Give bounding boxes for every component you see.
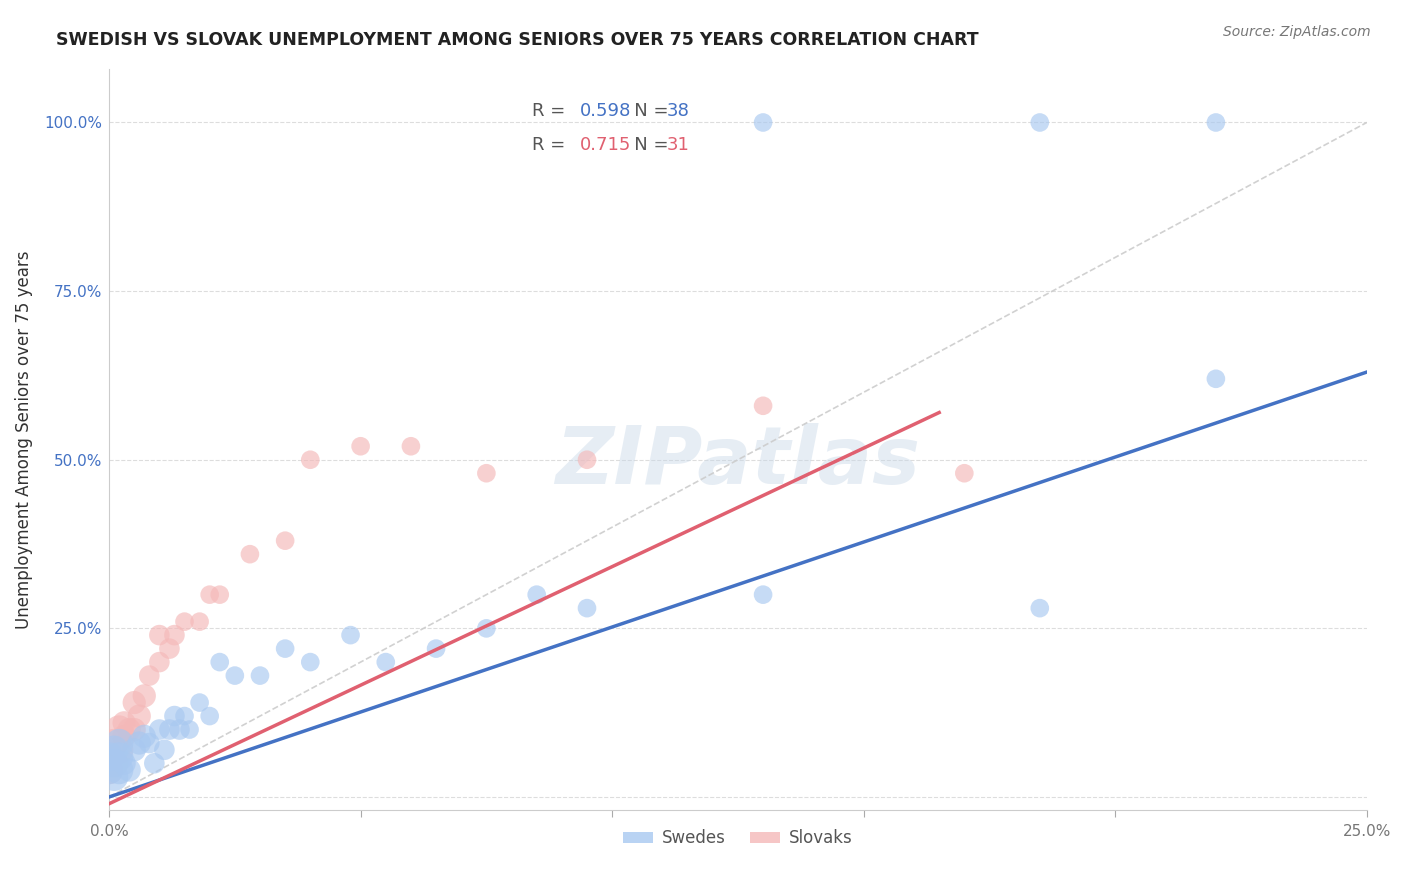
Point [208, 655, 231, 669]
Point [122, 743, 145, 757]
Point [163, 709, 186, 723]
Point [118, 763, 141, 777]
Point [349, 439, 371, 453]
Point [112, 715, 135, 730]
Point [198, 709, 221, 723]
Point [1205, 372, 1227, 386]
Point [103, 743, 125, 757]
Point [143, 756, 166, 771]
Point [108, 763, 131, 777]
Point [274, 641, 297, 656]
Point [138, 736, 160, 750]
Text: R =: R = [531, 103, 571, 120]
Point [138, 668, 160, 682]
Point [425, 641, 447, 656]
Point [148, 628, 170, 642]
Text: 38: 38 [666, 103, 689, 120]
Point [173, 709, 195, 723]
Point [148, 723, 170, 737]
Point [148, 655, 170, 669]
Point [374, 655, 396, 669]
Text: SWEDISH VS SLOVAK UNEMPLOYMENT AMONG SENIORS OVER 75 YEARS CORRELATION CHART: SWEDISH VS SLOVAK UNEMPLOYMENT AMONG SEN… [56, 31, 979, 49]
Point [179, 723, 201, 737]
Point [274, 533, 297, 548]
Point [475, 467, 498, 481]
Point [188, 615, 211, 629]
Point [752, 399, 775, 413]
Point [575, 601, 598, 615]
Point [249, 668, 271, 682]
Point [128, 709, 150, 723]
Point [103, 756, 125, 771]
Point [752, 115, 775, 129]
Point [208, 588, 231, 602]
Point [575, 452, 598, 467]
Point [108, 749, 131, 764]
Point [159, 723, 181, 737]
Point [299, 655, 322, 669]
Point [103, 756, 125, 771]
Point [108, 743, 131, 757]
Text: N =: N = [617, 136, 675, 154]
Point [134, 689, 156, 703]
Point [475, 621, 498, 635]
Point [159, 641, 181, 656]
Point [112, 756, 135, 771]
Point [122, 696, 145, 710]
Point [98, 749, 121, 764]
Y-axis label: Unemployment Among Seniors over 75 years: Unemployment Among Seniors over 75 years [15, 251, 32, 629]
Text: Source: ZipAtlas.com: Source: ZipAtlas.com [1223, 25, 1371, 39]
Point [128, 736, 150, 750]
Point [339, 628, 361, 642]
Point [224, 668, 246, 682]
Text: N =: N = [617, 103, 675, 120]
Text: ZIPatlas: ZIPatlas [555, 423, 921, 500]
Point [526, 588, 548, 602]
Point [299, 452, 322, 467]
Point [98, 749, 121, 764]
Point [163, 628, 186, 642]
Text: 0.715: 0.715 [579, 136, 631, 154]
Point [98, 763, 121, 777]
Point [239, 547, 262, 561]
Point [134, 729, 156, 743]
Point [953, 467, 976, 481]
Point [108, 723, 131, 737]
Text: R =: R = [531, 136, 571, 154]
Point [103, 736, 125, 750]
Point [98, 763, 121, 777]
Point [1029, 601, 1052, 615]
Legend: Swedes, Slovaks: Swedes, Slovaks [617, 822, 859, 855]
Point [108, 736, 131, 750]
Point [1029, 115, 1052, 129]
Point [399, 439, 422, 453]
Point [173, 615, 195, 629]
Point [169, 723, 191, 737]
Point [118, 723, 141, 737]
Point [752, 588, 775, 602]
Point [153, 743, 176, 757]
Point [122, 723, 145, 737]
Point [188, 696, 211, 710]
Text: 0.598: 0.598 [579, 103, 631, 120]
Point [112, 729, 135, 743]
Point [1205, 115, 1227, 129]
Point [198, 588, 221, 602]
Text: 31: 31 [666, 136, 689, 154]
Point [103, 770, 125, 784]
